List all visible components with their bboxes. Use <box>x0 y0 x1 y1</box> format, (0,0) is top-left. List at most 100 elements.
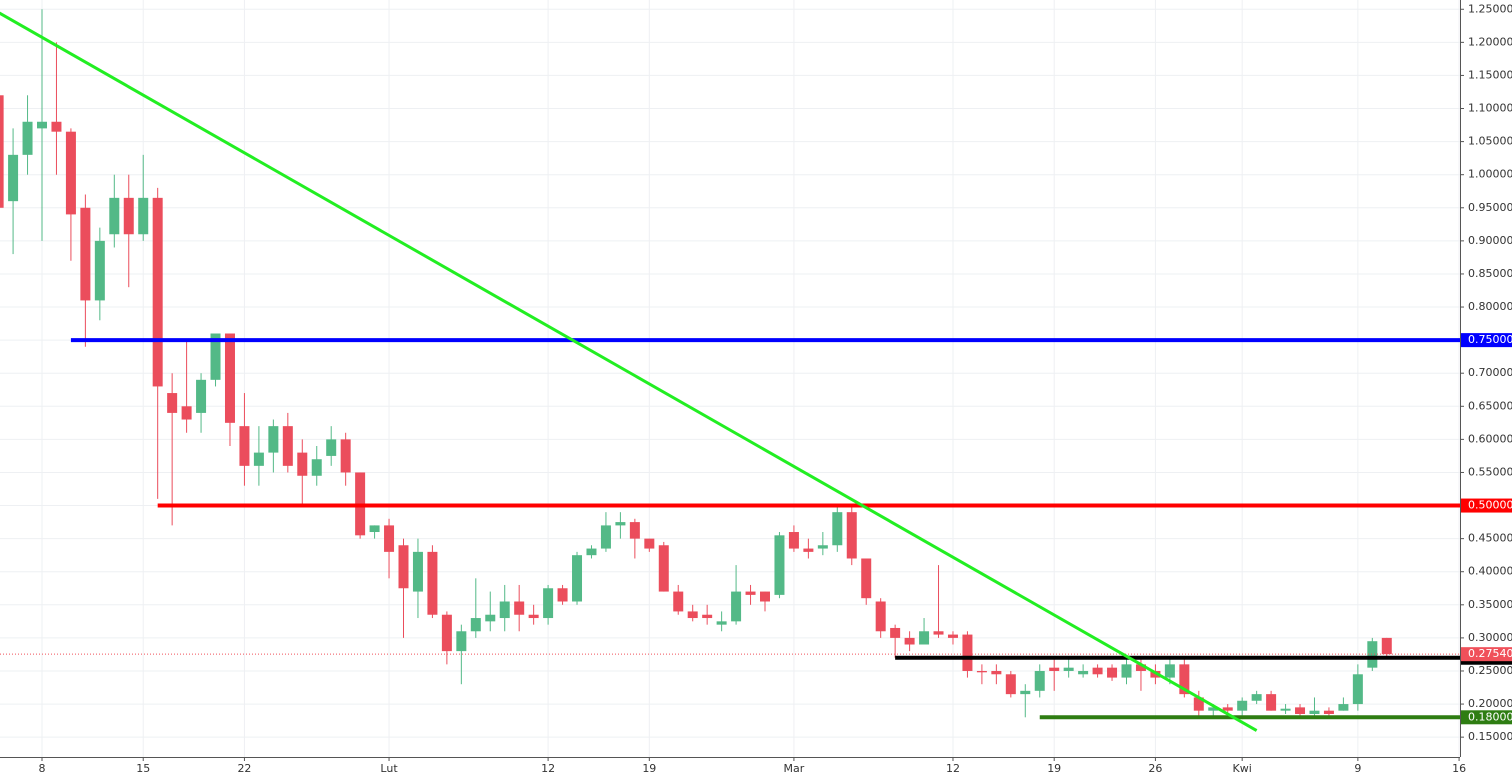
candle-body <box>1280 708 1291 711</box>
trendline <box>0 11 1258 732</box>
candle-body <box>615 522 626 526</box>
candle-body <box>94 240 105 301</box>
candle-body <box>687 611 698 619</box>
candle-body <box>1164 664 1175 678</box>
candle-body <box>1179 664 1190 695</box>
candle-body <box>1237 700 1248 711</box>
candle-body <box>326 439 337 456</box>
candle-body <box>1367 641 1378 668</box>
candle-body <box>1063 667 1074 671</box>
y-tick-label: 1.10000 <box>1468 102 1512 115</box>
candle-body <box>123 197 134 235</box>
candle-body <box>1208 707 1219 711</box>
candle-body <box>1121 664 1132 678</box>
x-tick-label: 16 <box>1452 762 1466 775</box>
y-tick-label: 0.55000 <box>1468 465 1512 478</box>
candle-body <box>80 207 91 301</box>
candle-body <box>340 439 351 473</box>
candle-body <box>731 591 742 622</box>
y-tick-label: 0.70000 <box>1468 366 1512 379</box>
candle-body <box>760 591 770 602</box>
candle-body <box>470 618 481 632</box>
y-tick-label: 1.20000 <box>1468 35 1512 48</box>
candle-body <box>658 545 669 592</box>
x-tick-label: Lut <box>380 762 398 775</box>
candle-body <box>22 121 33 155</box>
candle-body <box>600 525 611 549</box>
price-label: 0.75000 <box>1468 333 1512 346</box>
candle-body <box>1193 697 1204 711</box>
candle-body <box>557 588 568 602</box>
candle-body <box>832 512 843 546</box>
candle-body <box>297 452 308 476</box>
y-tick-label: 0.85000 <box>1468 267 1512 280</box>
candle-body <box>1222 707 1233 711</box>
candle-body <box>427 551 438 615</box>
candle-body <box>861 558 872 599</box>
candle-body <box>514 601 525 615</box>
candle-body <box>644 538 655 549</box>
y-tick-label: 0.45000 <box>1468 532 1512 545</box>
candle-body <box>311 459 322 476</box>
y-tick-label: 0.90000 <box>1468 234 1512 247</box>
candle-body <box>384 525 395 552</box>
candle-body <box>702 614 713 619</box>
price-label: 0.27540 <box>1468 647 1512 660</box>
x-tick-label: 22 <box>237 762 251 775</box>
candle-body <box>268 426 279 453</box>
y-tick-label: 1.15000 <box>1468 68 1512 81</box>
candle-body <box>1266 694 1277 711</box>
candle-body <box>846 512 857 559</box>
x-tick-label: 9 <box>1354 762 1361 775</box>
candle-body <box>1107 667 1118 678</box>
candle-body <box>499 601 510 619</box>
candle-body <box>1295 707 1306 714</box>
candle-body <box>788 532 799 549</box>
candle-body <box>803 548 814 552</box>
candle-body <box>629 522 640 539</box>
candle-body <box>1352 674 1363 705</box>
candle-body <box>572 555 583 602</box>
y-tick-label: 1.25000 <box>1468 2 1512 15</box>
x-tick-label: 15 <box>136 762 150 775</box>
y-tick-label: 0.40000 <box>1468 565 1512 578</box>
candle-body <box>398 545 409 589</box>
price-label-box <box>1461 498 1512 513</box>
candle-body <box>37 121 47 129</box>
candle-body <box>1049 667 1060 671</box>
candle-body <box>774 535 785 595</box>
candle-body <box>152 197 163 387</box>
candle-body <box>65 131 76 215</box>
y-tick-label: 0.35000 <box>1468 598 1512 611</box>
y-tick-label: 0.25000 <box>1468 664 1512 677</box>
x-tick-label: Mar <box>784 762 805 775</box>
candle-body <box>1251 694 1262 701</box>
x-tick-label: 12 <box>946 762 960 775</box>
x-tick-label: 12 <box>541 762 555 775</box>
marks <box>0 9 1460 732</box>
candle-body <box>1034 670 1045 691</box>
candle-body <box>543 588 554 619</box>
price-label-box <box>1461 710 1512 725</box>
candle-body <box>1092 667 1103 675</box>
candle-body <box>716 621 727 625</box>
candle-body <box>745 591 756 595</box>
price-label-box <box>1461 333 1512 348</box>
candle-body <box>0 95 4 208</box>
candle-body <box>1338 704 1349 711</box>
candle-body <box>947 634 958 638</box>
candle-body <box>224 333 235 423</box>
y-tick-label: 0.15000 <box>1468 730 1512 743</box>
candle-body <box>239 426 250 466</box>
candle-body <box>1135 664 1146 671</box>
candle-body <box>875 601 886 632</box>
candle-body <box>51 121 62 132</box>
candle-body <box>1323 710 1334 714</box>
candle-body <box>412 551 423 592</box>
candle-body <box>181 406 192 420</box>
y-tick-label: 0.95000 <box>1468 201 1512 214</box>
candle-body <box>817 545 828 549</box>
x-tick-label: 19 <box>642 762 656 775</box>
y-tick-label: 0.20000 <box>1468 697 1512 710</box>
